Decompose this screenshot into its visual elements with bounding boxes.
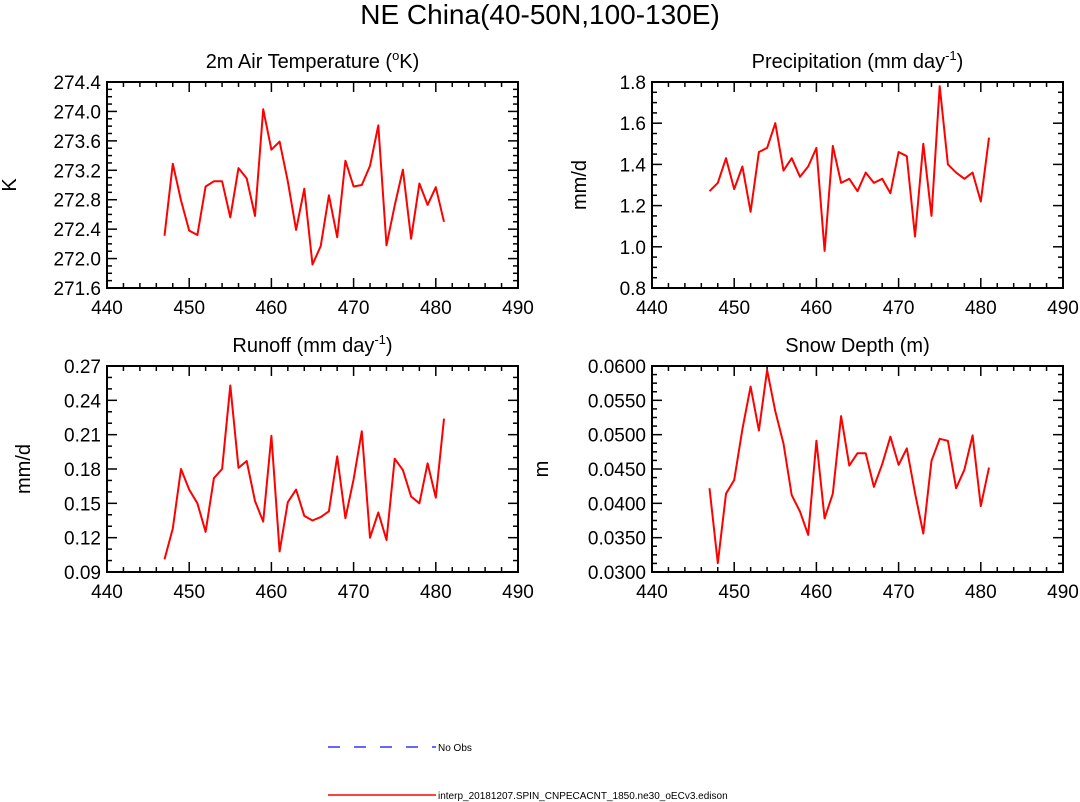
- runoff-title-text: Runoff (mm day: [232, 335, 374, 357]
- precip-xtick-label: 470: [883, 298, 915, 319]
- precip-plot-frame: [651, 81, 1064, 289]
- temp-xtick-label: 450: [173, 298, 205, 319]
- runoff-ylabel: mm/d: [13, 444, 35, 494]
- temp-ytick-label: 273.6: [53, 132, 101, 153]
- temp-ytick-label: 272.0: [53, 250, 101, 271]
- precip-ytick-label: 1.2: [620, 197, 646, 218]
- snow-plot-frame: [651, 365, 1064, 573]
- temp-xtick-label: 440: [91, 298, 123, 319]
- runoff-title-tail: ): [386, 335, 393, 357]
- runoff-xtick-label: 440: [91, 582, 123, 603]
- precip-xtick-label: 490: [1047, 298, 1079, 319]
- snow-ylabel: m: [531, 461, 553, 478]
- precip-xtick-label: 460: [801, 298, 833, 319]
- precip-xtick-label: 480: [965, 298, 997, 319]
- temp-ylabel: K: [0, 178, 21, 192]
- precip-title-text: Precipitation (mm day: [752, 51, 945, 73]
- precip-series-line: [708, 85, 990, 252]
- precip-ytick-label: 1.4: [620, 155, 647, 176]
- runoff-xtick-label: 490: [502, 582, 534, 603]
- temp-ytick-label: 274.0: [53, 102, 101, 123]
- temp-ytick-label: 273.2: [53, 161, 101, 182]
- runoff-ytick-label: 0.21: [64, 426, 101, 447]
- precip-panel: Precipitation (mm day-1) 440 450 460 470 480 4…: [569, 48, 1079, 319]
- temp-title-text: 2m Air Temperature (: [206, 51, 393, 73]
- precip-ytick-label: 1.0: [620, 238, 646, 259]
- snow-xtick-label: 450: [718, 582, 750, 603]
- runoff-ytick-label: 0.24: [64, 391, 101, 412]
- temp-xtick-label: 470: [338, 298, 370, 319]
- temp-title-tail: K): [399, 51, 419, 73]
- runoff-ytick-label: 0.15: [64, 494, 101, 515]
- temp-xtick-label: 460: [256, 298, 288, 319]
- legend-model-label: interp_20181207.SPIN_CNPECACNT_1850.ne30…: [438, 791, 728, 802]
- panels-group: 2m Air Temperature (oK)440 450 460 470 480 49…: [0, 48, 1079, 603]
- temp-title: 2m Air Temperature (oK): [206, 48, 420, 73]
- runoff-xtick-label: 480: [420, 582, 452, 603]
- snow-ytick-label: 0.0500: [588, 426, 646, 447]
- precip-ylabel: mm/d: [569, 160, 591, 210]
- temp-ytick-label: 272.8: [53, 191, 101, 212]
- snow-ytick-label: 0.0350: [588, 529, 646, 550]
- precip-title-tail: ): [957, 51, 964, 73]
- precip-ytick-label: 1.8: [620, 73, 646, 94]
- precip-xtick-label: 450: [718, 298, 750, 319]
- snow-ytick-label: 0.0450: [588, 460, 646, 481]
- figure-title: NE China(40-50N,100-130E): [360, 0, 720, 30]
- temp-ytick-label: 272.4: [53, 220, 101, 241]
- snow-xtick-label: 460: [801, 582, 833, 603]
- precip-title: Precipitation (mm day-1): [752, 48, 964, 73]
- temp-series-line: [163, 108, 445, 266]
- snow-xtick-label: 440: [636, 582, 668, 603]
- snow-xtick-label: 490: [1047, 582, 1079, 603]
- runoff-ytick-label: 0.18: [64, 460, 101, 481]
- snow-ytick-label: 0.0550: [588, 391, 646, 412]
- snow-xtick-label: 480: [965, 582, 997, 603]
- legend-obs-label: No Obs: [438, 743, 472, 754]
- temp-xtick-label: 480: [420, 298, 452, 319]
- legend: No Obs interp_20181207.SPIN_CNPECACNT_18…: [328, 743, 728, 802]
- snow-panel: Snow Depth (m) 440 450 460 470 480 490 0.0300 0.…: [531, 335, 1079, 603]
- runoff-xtick-label: 460: [256, 582, 288, 603]
- snow-ytick-label: 0.0600: [588, 357, 646, 378]
- snow-title: Snow Depth (m): [785, 335, 930, 357]
- precip-ytick-label: 1.6: [620, 114, 646, 135]
- runoff-xtick-label: 470: [338, 582, 370, 603]
- temp-xtick-label: 490: [502, 298, 534, 319]
- runoff-title-sup: -1: [374, 332, 386, 347]
- temp-ytick-label: 271.6: [53, 279, 101, 300]
- precip-ytick-label: 0.8: [620, 279, 646, 300]
- runoff-panel: Runoff (mm day-1) 440 450 460 470 480 490 0.09 0…: [13, 332, 534, 603]
- runoff-xtick-label: 450: [173, 582, 205, 603]
- runoff-ytick-label: 0.09: [64, 563, 101, 584]
- snow-xtick-label: 470: [883, 582, 915, 603]
- snow-series-line: [708, 369, 990, 565]
- temp-ytick-label: 274.4: [53, 73, 101, 94]
- temp-panel: 2m Air Temperature (oK) 440 450 460 470 480 49…: [0, 48, 534, 319]
- runoff-ytick-label: 0.12: [64, 529, 101, 550]
- snow-title-text: Snow Depth (m): [785, 335, 930, 357]
- snow-ytick-label: 0.0400: [588, 494, 646, 515]
- runoff-title: Runoff (mm day-1): [232, 332, 392, 357]
- snow-ytick-label: 0.0300: [588, 563, 646, 584]
- precip-xtick-label: 440: [636, 298, 668, 319]
- temp-title-sup: o: [392, 48, 399, 63]
- precip-title-sup: -1: [945, 48, 957, 63]
- runoff-ytick-label: 0.27: [64, 357, 101, 378]
- runoff-series-line: [163, 384, 445, 560]
